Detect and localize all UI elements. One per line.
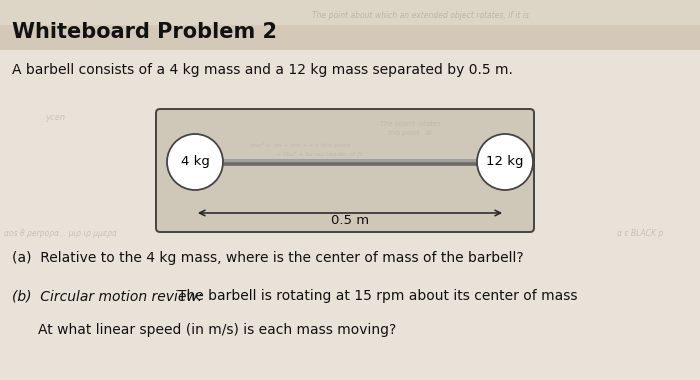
Text: 12 kg: 12 kg bbox=[486, 155, 524, 168]
Text: 0.5 m: 0.5 m bbox=[331, 214, 369, 227]
FancyBboxPatch shape bbox=[0, 0, 700, 25]
Text: A barbell consists of a 4 kg mass and a 12 kg mass separated by 0.5 m.: A barbell consists of a 4 kg mass and a … bbox=[12, 63, 513, 77]
Text: 4 kg: 4 kg bbox=[181, 155, 209, 168]
Text: (a)  Relative to the 4 kg mass, where is the center of mass of the barbell?: (a) Relative to the 4 kg mass, where is … bbox=[12, 251, 524, 265]
Text: (b)  Circular motion review:: (b) Circular motion review: bbox=[12, 289, 202, 303]
Text: The objecŧ rotaŧeѕ: The objecŧ rotaŧeѕ bbox=[379, 121, 440, 127]
FancyBboxPatch shape bbox=[156, 109, 534, 232]
Text: mω² + ιm + εm + • • this poinŧ: mω² + ιm + εm + • • this poinŧ bbox=[250, 142, 350, 148]
Text: + Mω² + Iω αω reader of ťh: + Mω² + Iω αω reader of ťh bbox=[276, 152, 364, 157]
Text: ycen: ycen bbox=[45, 114, 65, 122]
Text: Whiteboard Problem 2: Whiteboard Problem 2 bbox=[12, 22, 277, 42]
Circle shape bbox=[167, 134, 223, 190]
Circle shape bbox=[477, 134, 533, 190]
Text: this poinŧ.  W: this poinŧ. W bbox=[388, 130, 432, 136]
Text: At what linear speed (in m/s) is each mass moving?: At what linear speed (in m/s) is each ma… bbox=[38, 323, 396, 337]
Text: The point about which an extended object rotates, if it is: The point about which an extended object… bbox=[312, 11, 528, 19]
Text: αos θ ρerpoρα... μιρ ιρ μμερα: αos θ ρerpoρα... μιρ ιρ μμερα bbox=[4, 228, 116, 238]
Text: The barbell is rotating at 15 rpm about its center of mass: The barbell is rotating at 15 rpm about … bbox=[178, 289, 578, 303]
FancyBboxPatch shape bbox=[0, 0, 700, 50]
Text: α ε BLACK p: α ε BLACK p bbox=[617, 228, 663, 238]
